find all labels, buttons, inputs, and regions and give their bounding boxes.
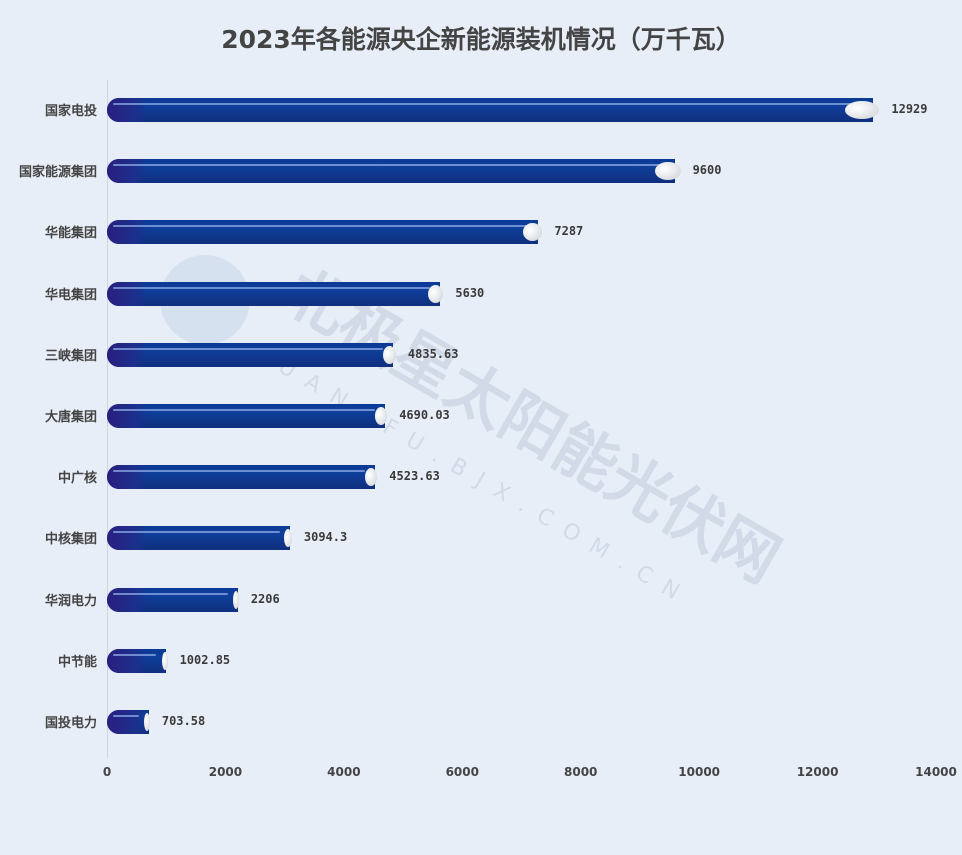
bar[interactable] xyxy=(107,710,149,734)
value-label: 5630 xyxy=(455,285,485,300)
bar-row: 国投电力 703.58 xyxy=(0,710,962,734)
value-label: 4835.63 xyxy=(407,346,459,361)
category-label: 三峡集团 xyxy=(44,348,97,364)
category-label: 华润电力 xyxy=(44,593,97,609)
bar-row: 国家电投 12929 xyxy=(0,98,962,122)
bar-cap xyxy=(143,713,150,731)
value-label: 9600 xyxy=(692,163,722,178)
x-tick-label: 0 xyxy=(102,765,112,779)
value-label: 703.58 xyxy=(161,714,206,728)
value-label: 7287 xyxy=(554,224,584,239)
category-label: 国投电力 xyxy=(44,716,97,731)
bar-cap xyxy=(283,529,292,548)
category-label: 华电集团 xyxy=(44,287,97,303)
bar-cap xyxy=(428,284,444,303)
bar[interactable] xyxy=(107,342,394,367)
bar[interactable] xyxy=(107,465,375,490)
x-tick-label: 4000 xyxy=(327,765,361,779)
value-label: 1002.85 xyxy=(179,652,231,667)
x-tick-label: 6000 xyxy=(445,765,479,779)
x-tick-label: 2000 xyxy=(208,765,243,779)
bar-cap xyxy=(161,651,168,670)
value-label: 2206 xyxy=(250,591,280,606)
category-label: 中节能 xyxy=(57,654,97,670)
bar[interactable] xyxy=(107,220,539,245)
value-label: 4690.03 xyxy=(399,408,450,422)
bar-row: 华润电力 2206 xyxy=(0,587,962,612)
category-label: 华能集团 xyxy=(44,226,97,242)
bar-cap xyxy=(845,101,880,119)
value-label: 4523.63 xyxy=(389,469,440,484)
bar-row: 华能集团 7287 xyxy=(0,220,962,245)
bar[interactable] xyxy=(107,98,873,122)
value-label: 3094.3 xyxy=(303,530,348,545)
chart-title: 2023年各能源央企新能源装机情况（万千瓦） xyxy=(221,25,741,54)
bar-cap xyxy=(232,590,239,609)
category-label: 中广核 xyxy=(57,471,97,487)
y-axis-tick xyxy=(107,752,108,758)
bar-row: 中节能 1002.85 xyxy=(0,648,962,673)
category-label: 国家能源集团 xyxy=(18,165,97,181)
bar-cap xyxy=(374,407,388,425)
bar-row: 国家能源集团 9600 xyxy=(0,159,962,184)
bar[interactable] xyxy=(107,648,167,673)
category-label: 大唐集团 xyxy=(44,410,97,425)
bar-row: 中核集团 3094.3 xyxy=(0,526,962,551)
x-tick-label: 10000 xyxy=(678,765,721,779)
bar-row: 三峡集团 4835.63 xyxy=(0,342,962,367)
bar[interactable] xyxy=(107,404,385,428)
bar[interactable] xyxy=(107,281,441,306)
bar-row: 大唐集团 4690.03 xyxy=(0,404,962,428)
bar-cap xyxy=(365,468,378,487)
x-tick-label: 8000 xyxy=(564,765,598,779)
bar-row: 华电集团 5630 xyxy=(0,281,962,306)
category-label: 国家电投 xyxy=(44,104,97,119)
bar-cap xyxy=(383,345,396,364)
x-tick-label: 12000 xyxy=(796,765,839,779)
bar-cap xyxy=(654,162,681,181)
category-label: 中核集团 xyxy=(44,532,97,548)
bar-cap xyxy=(522,223,543,242)
value-label: 12929 xyxy=(891,102,928,116)
bar[interactable] xyxy=(107,159,676,184)
x-tick-label: 14000 xyxy=(915,765,957,779)
bar-row: 中广核 4523.63 xyxy=(0,465,962,490)
bar[interactable] xyxy=(107,587,238,612)
bar[interactable] xyxy=(107,526,291,551)
